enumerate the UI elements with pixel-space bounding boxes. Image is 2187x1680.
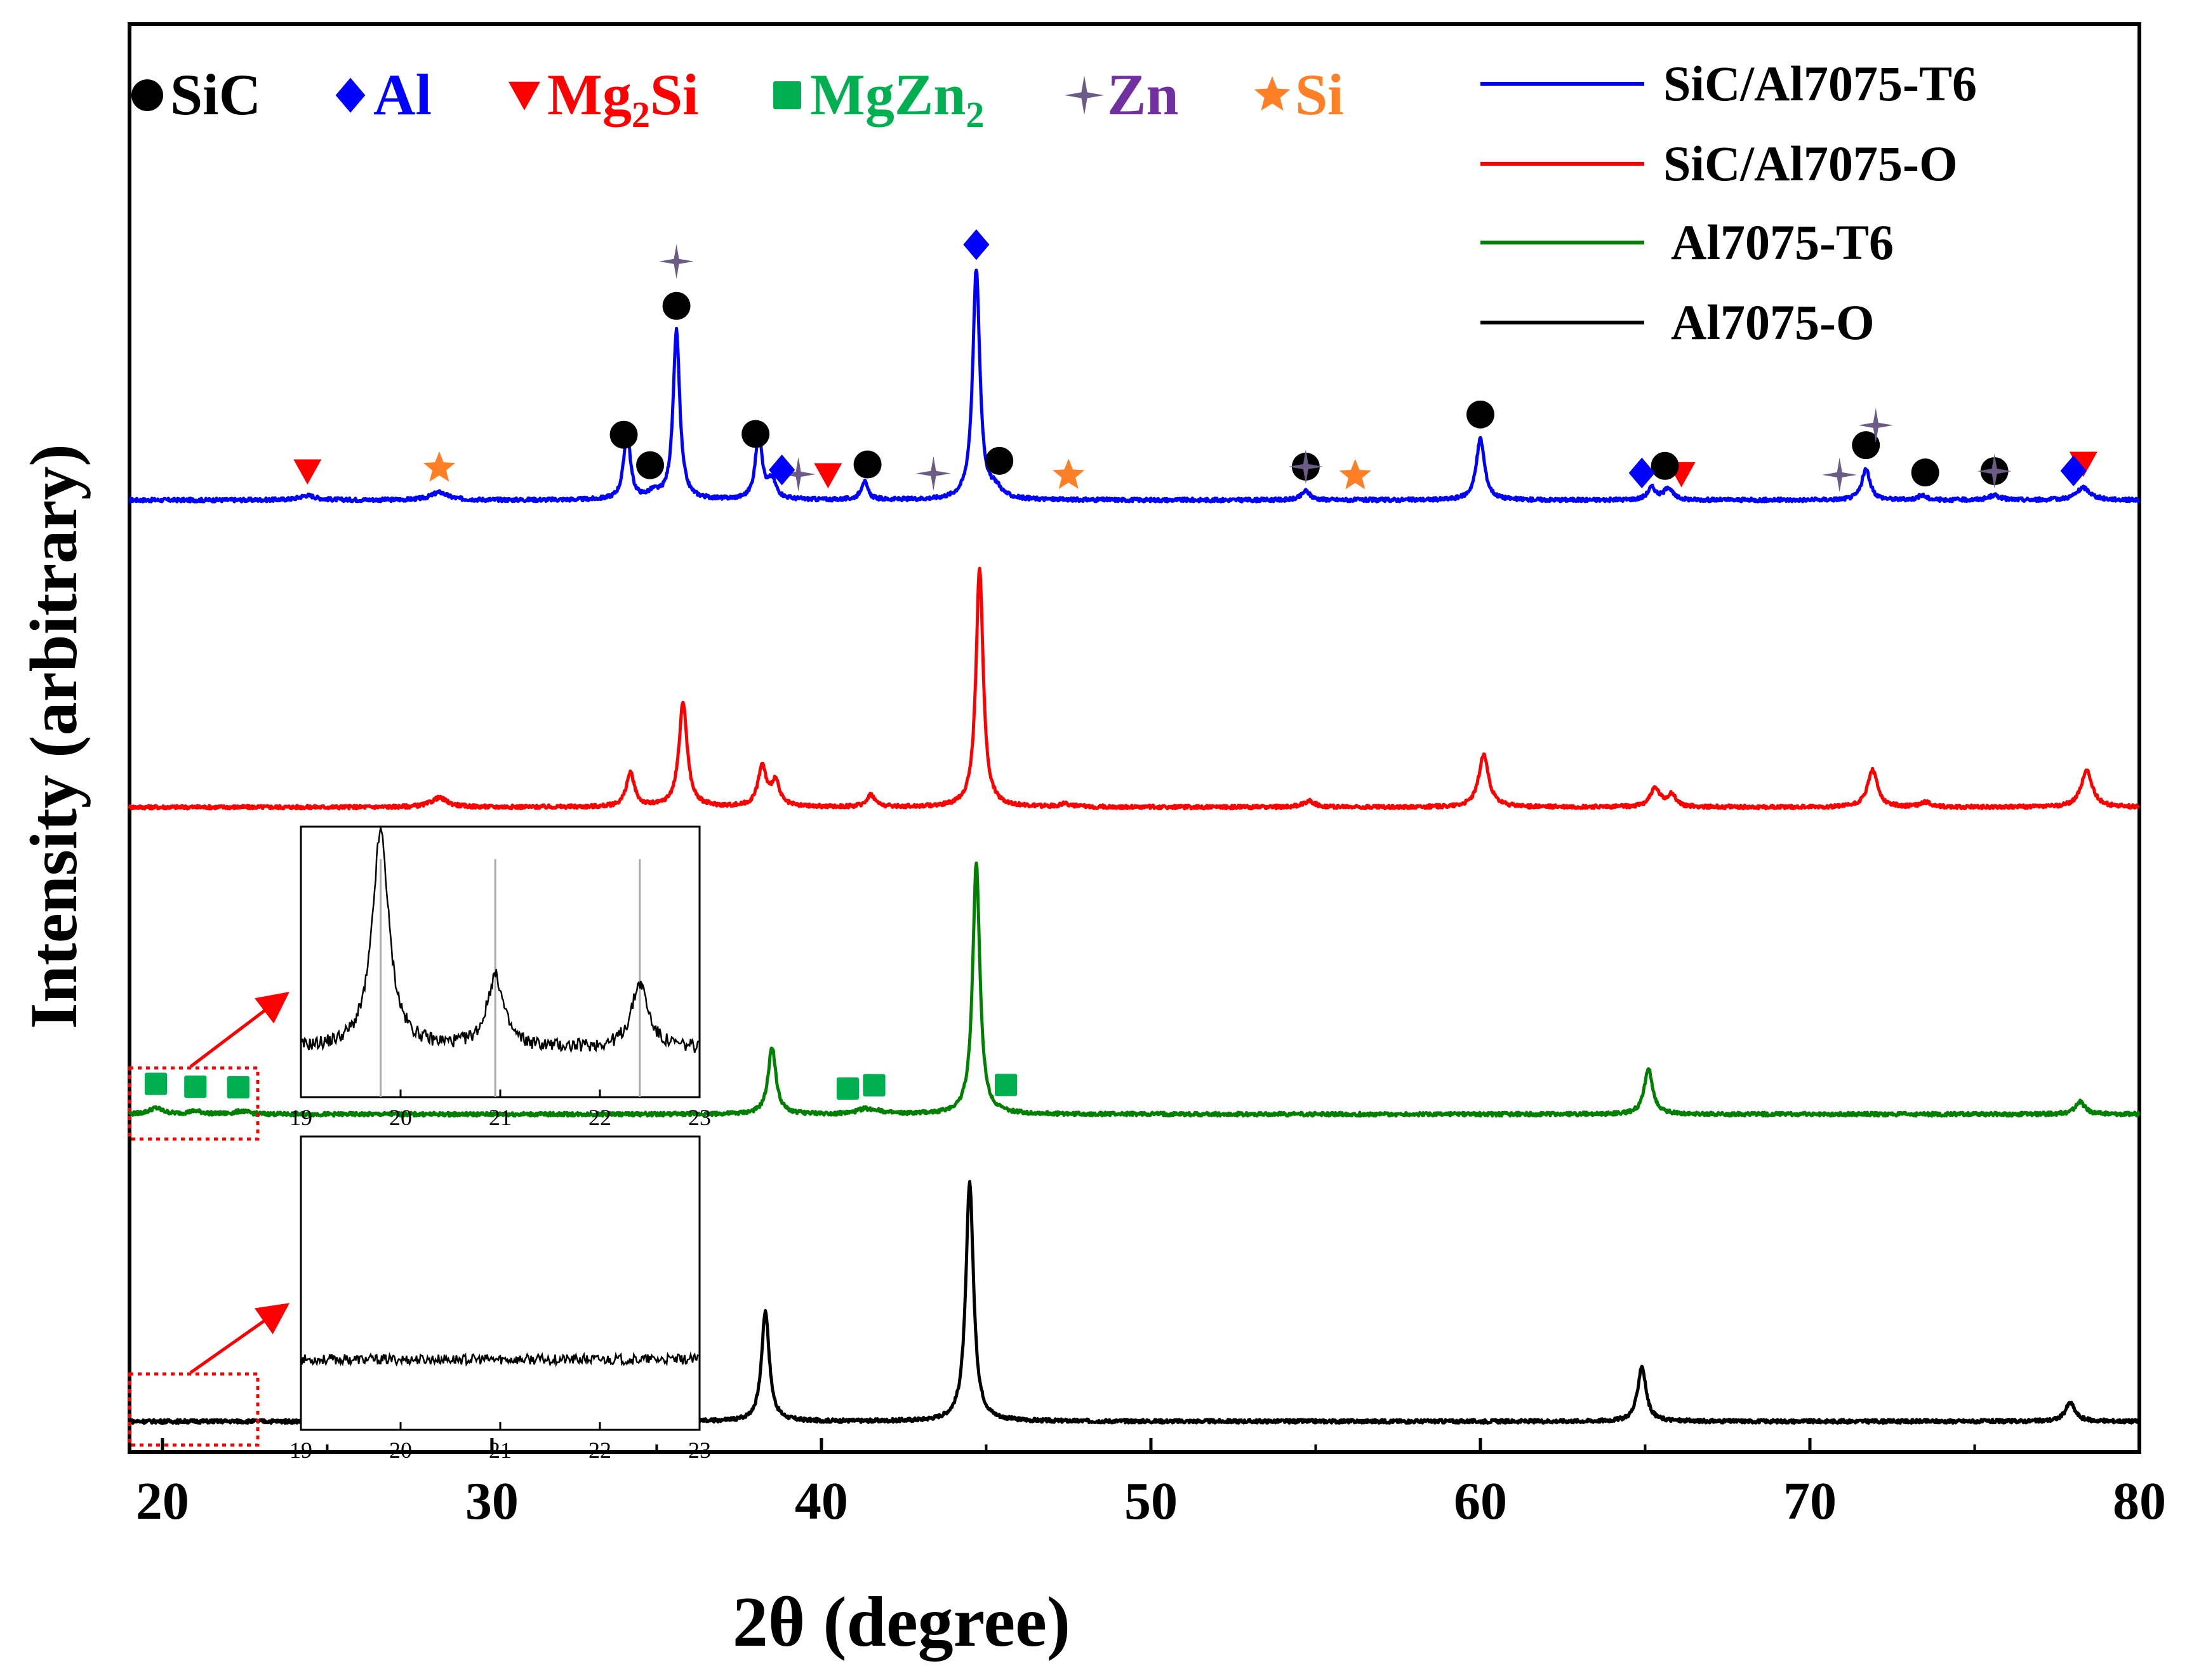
inset-tick-label: 23 bbox=[688, 1105, 711, 1130]
zn-peak-marker bbox=[781, 457, 816, 492]
series-legend-label: SiC/Al7075-T6 bbox=[1663, 56, 1977, 111]
y-axis-label: Intensity (arbitrary) bbox=[17, 444, 91, 1029]
inset-trace bbox=[300, 1351, 700, 1368]
x-tick-label: 80 bbox=[2113, 1472, 2166, 1531]
mgzn2-peak-marker bbox=[227, 1076, 249, 1099]
al-legend-symbol bbox=[335, 77, 366, 113]
sic-peak-marker bbox=[1911, 458, 1939, 487]
phase-legend-label: Al bbox=[373, 62, 432, 127]
si-peak-marker bbox=[1339, 458, 1371, 490]
inset-frame bbox=[300, 1135, 701, 1431]
sic-legend-symbol bbox=[131, 79, 163, 111]
mgzn2-peak-marker bbox=[144, 1072, 168, 1095]
sic-peak-marker bbox=[609, 420, 638, 449]
mg-legend-symbol bbox=[509, 81, 540, 110]
zn-peak-marker bbox=[659, 244, 694, 279]
al-peak-marker bbox=[2060, 455, 2087, 486]
sic-peak-marker bbox=[741, 420, 770, 448]
inset-tick-label: 19 bbox=[289, 1437, 312, 1463]
series-legend-label: Al7075-T6 bbox=[1671, 215, 1894, 270]
inset-tick-label: 21 bbox=[489, 1437, 512, 1463]
zn-peak-marker bbox=[1822, 457, 1857, 493]
al-peak-marker bbox=[963, 229, 990, 260]
series-line-sic-al7075-o bbox=[128, 566, 2141, 811]
mg2si-peak-marker bbox=[293, 459, 322, 485]
si-peak-marker bbox=[1053, 458, 1085, 489]
x-tick-label: 30 bbox=[465, 1472, 519, 1531]
inset-tick-label: 23 bbox=[688, 1437, 711, 1463]
zoom-arrow-upper bbox=[189, 991, 289, 1068]
x-tick-label: 20 bbox=[136, 1472, 189, 1531]
phase-marker-layer bbox=[144, 229, 2097, 1100]
x-tick-label: 70 bbox=[1783, 1472, 1837, 1531]
inset-tick-label: 22 bbox=[588, 1105, 611, 1130]
mgzn2-peak-marker bbox=[184, 1075, 207, 1098]
x-tick-label: 50 bbox=[1124, 1472, 1178, 1531]
mgzn2-peak-marker bbox=[994, 1074, 1018, 1097]
x-tick-label: 60 bbox=[1454, 1472, 1507, 1531]
sic-peak-marker bbox=[1651, 451, 1679, 480]
zn-peak-marker bbox=[916, 456, 951, 491]
mgzn2-peak-marker bbox=[836, 1077, 860, 1100]
sic-peak-marker bbox=[1466, 400, 1494, 429]
sic-peak-marker bbox=[853, 450, 882, 479]
series-line-sic-al7075-t6 bbox=[128, 269, 2141, 503]
inset-al7075-t6: 19 20 21 22 23 bbox=[289, 825, 711, 1130]
series-legend-label: Al7075-O bbox=[1671, 295, 1875, 350]
inset-tick-label: 22 bbox=[588, 1437, 611, 1463]
zn-legend-symbol bbox=[1065, 76, 1104, 115]
al-peak-marker bbox=[1628, 457, 1655, 489]
sic-peak-marker bbox=[636, 451, 665, 479]
zoom-box-al7075-t6 bbox=[128, 1066, 260, 1141]
sic-peak-marker bbox=[1852, 431, 1880, 460]
phase-legend-label: MgZn2 bbox=[810, 62, 984, 135]
inset-trace bbox=[300, 827, 700, 1053]
plot-frame bbox=[128, 22, 2141, 1454]
inset-tick-label: 19 bbox=[289, 1105, 312, 1130]
phase-legend: SiC Al Mg2Si MgZn2 Zn Si bbox=[131, 62, 1344, 135]
sic-peak-marker bbox=[662, 291, 691, 320]
zn-peak-marker bbox=[1288, 449, 1324, 484]
x-tick-label: 40 bbox=[795, 1472, 848, 1531]
zn-peak-marker bbox=[1858, 408, 1894, 443]
zoom-arrow-lower bbox=[189, 1303, 290, 1375]
inset-tick-label: 20 bbox=[389, 1105, 412, 1130]
inset-al7075-o: 19 20 21 22 23 bbox=[289, 1135, 711, 1463]
zn-peak-marker bbox=[1977, 453, 2012, 489]
inset-tick-label: 20 bbox=[389, 1437, 412, 1463]
al-peak-marker bbox=[769, 454, 795, 486]
series-line-al7075-t6 bbox=[128, 861, 2141, 1118]
zoom-box-al7075-o bbox=[128, 1372, 260, 1447]
series-legend-label: SiC/Al7075-O bbox=[1663, 136, 1958, 191]
sic-peak-marker bbox=[985, 446, 1014, 475]
phase-legend-label: Zn bbox=[1107, 62, 1179, 127]
phase-legend-label: SiC bbox=[170, 62, 261, 127]
mg2si-peak-marker bbox=[814, 463, 842, 489]
mgzn2-peak-marker bbox=[863, 1074, 886, 1097]
x-axis: 20 30 40 50 60 70 80 bbox=[136, 1438, 2166, 1531]
mgzn-legend-symbol bbox=[773, 81, 801, 109]
phase-legend-label: Si bbox=[1295, 62, 1344, 127]
si-legend-symbol bbox=[1254, 76, 1291, 111]
si-peak-marker bbox=[423, 451, 455, 482]
phase-legend-label: Mg2Si bbox=[547, 62, 699, 135]
mg2si-peak-marker bbox=[2069, 451, 2097, 477]
x-axis-label: 2θ (degree) bbox=[733, 1583, 1070, 1662]
inset-tick-label: 21 bbox=[489, 1105, 512, 1130]
series-legend: SiC/Al7075-T6 SiC/Al7075-O Al7075-T6 Al7075… bbox=[1480, 56, 1977, 350]
